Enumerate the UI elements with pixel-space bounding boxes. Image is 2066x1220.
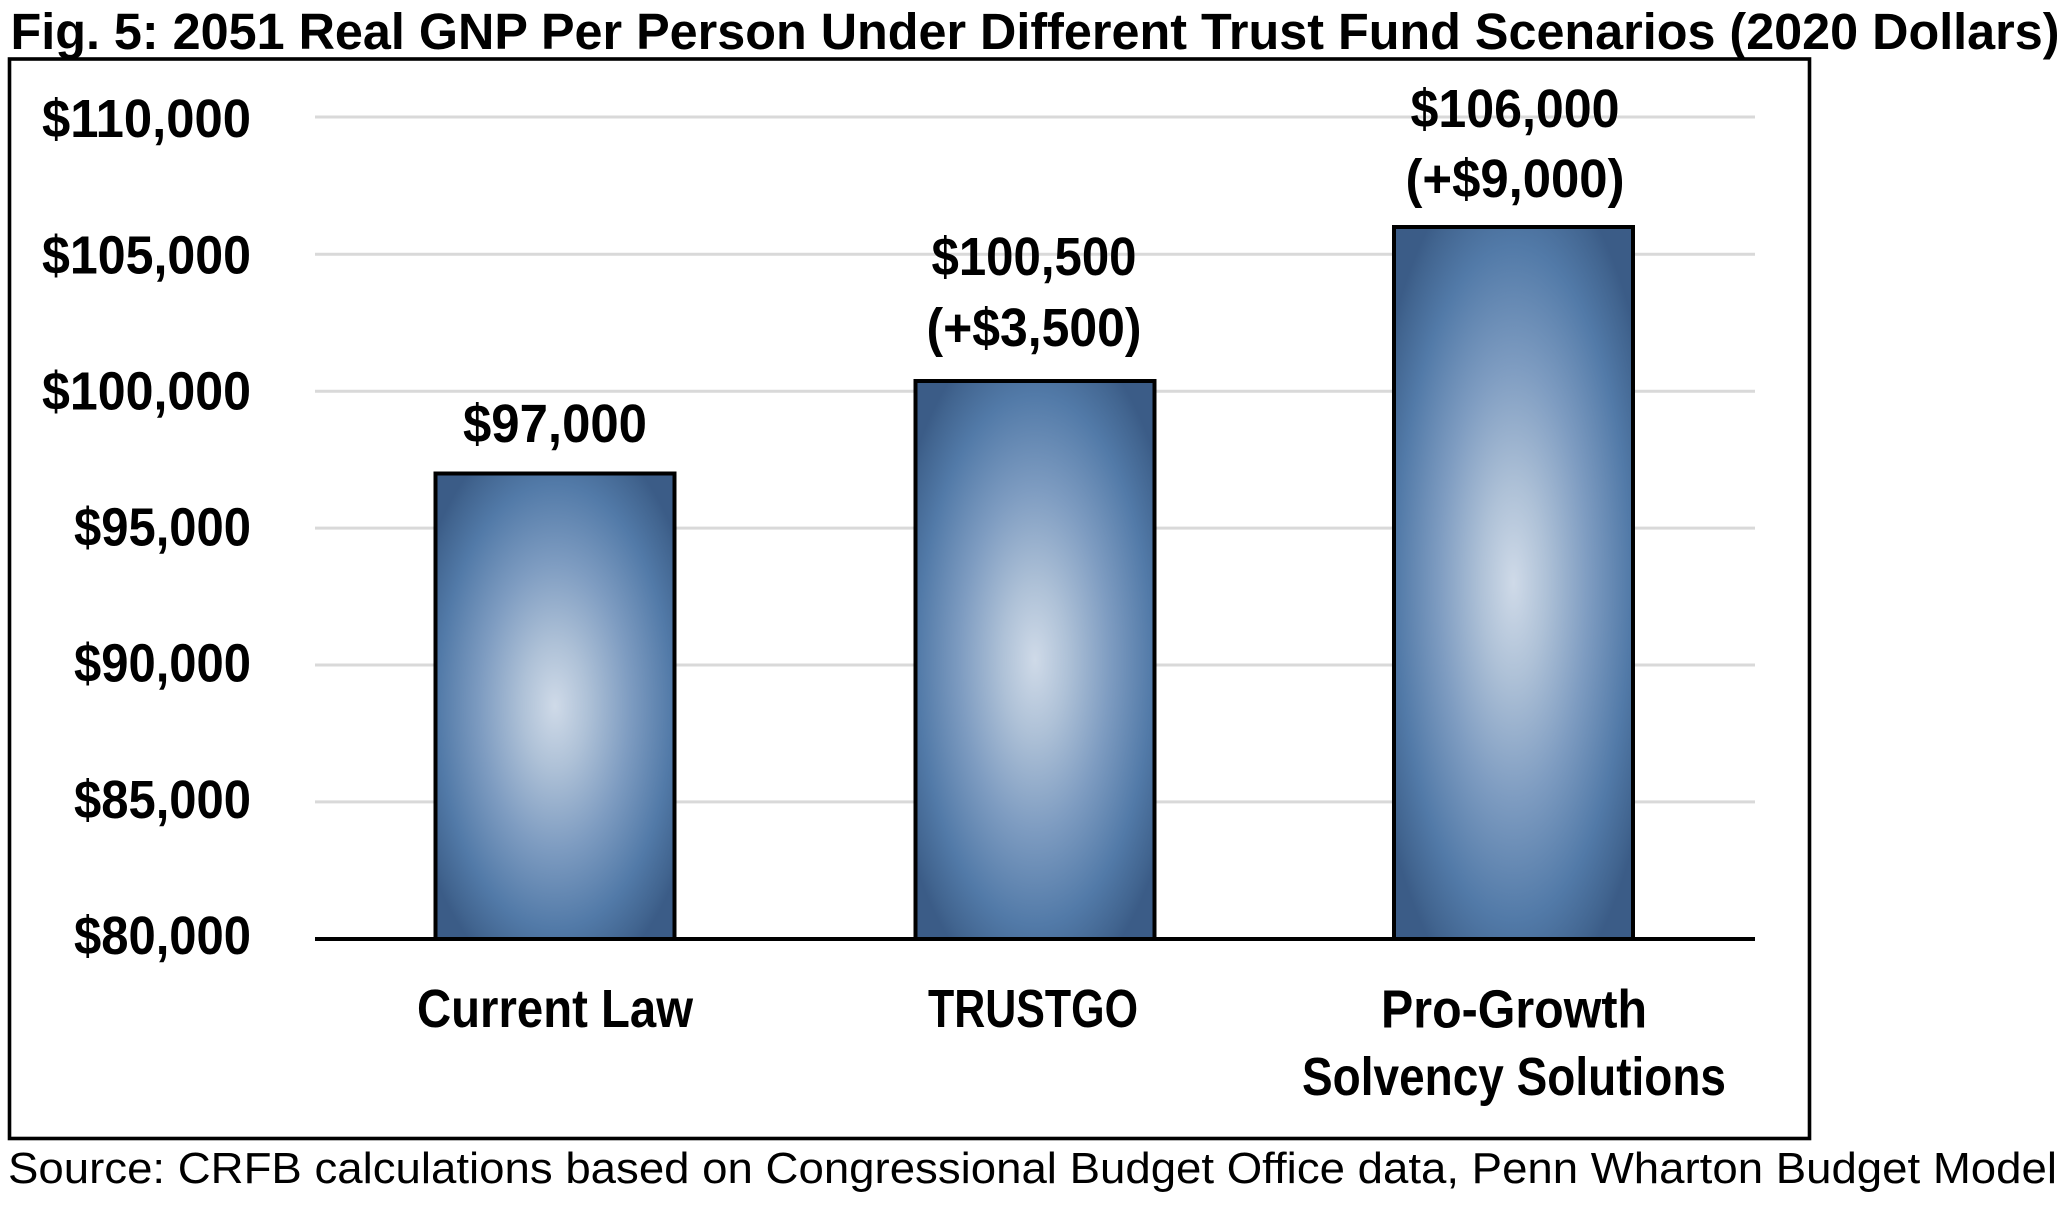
- svg-text:$105,000: $105,000: [42, 225, 251, 285]
- svg-text:$97,000: $97,000: [463, 394, 647, 454]
- svg-text:$110,000: $110,000: [42, 89, 251, 149]
- svg-text:$90,000: $90,000: [74, 634, 251, 694]
- svg-text:TRUSTGO: TRUSTGO: [928, 979, 1138, 1039]
- svg-text:$95,000: $95,000: [74, 498, 251, 558]
- svg-text:(+$9,000): (+$9,000): [1406, 149, 1625, 209]
- svg-text:Fig. 5: 2051 Real GNP Per Pers: Fig. 5: 2051 Real GNP Per Person Under D…: [11, 3, 2060, 60]
- svg-text:$106,000: $106,000: [1411, 79, 1620, 139]
- svg-text:$100,500: $100,500: [932, 227, 1137, 287]
- svg-text:Source: CRFB calculations base: Source: CRFB calculations based on Congr…: [8, 1144, 2057, 1193]
- svg-text:Current Law: Current Law: [417, 979, 694, 1039]
- svg-text:Pro-Growth: Pro-Growth: [1381, 980, 1647, 1040]
- svg-text:(+$3,500): (+$3,500): [927, 298, 1142, 358]
- svg-text:$85,000: $85,000: [74, 770, 251, 830]
- svg-text:$100,000: $100,000: [42, 361, 251, 421]
- svg-text:Solvency Solutions: Solvency Solutions: [1302, 1047, 1726, 1107]
- svg-text:$80,000: $80,000: [74, 906, 251, 966]
